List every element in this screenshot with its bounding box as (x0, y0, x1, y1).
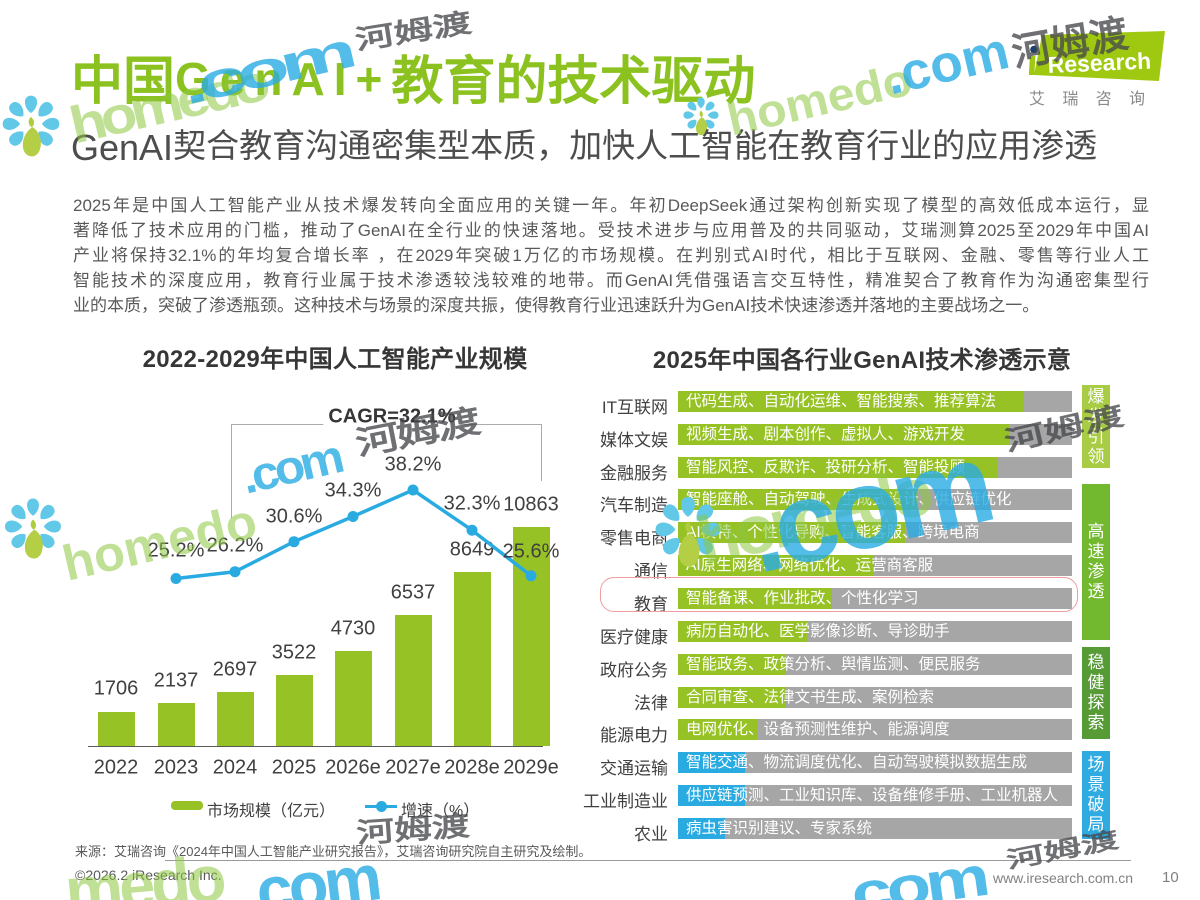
svg-text:Research: Research (1047, 48, 1152, 78)
